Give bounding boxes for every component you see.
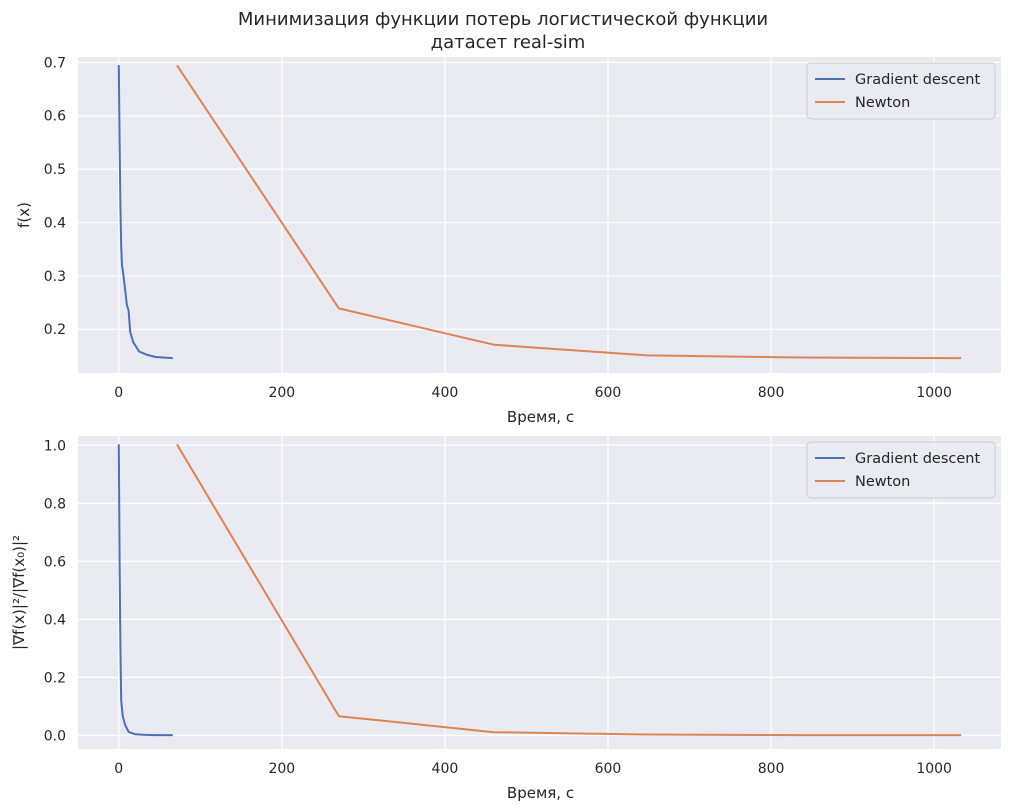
grad-norm-plot: 0 200 400 600 800 1000 0.0 0.2 0.4 0.6 0.8 1.0 Время… — [10, 436, 1001, 802]
y-tick-label: 0.7 — [44, 55, 66, 71]
x-tick-label: 800 — [758, 385, 785, 401]
series-line-newton — [176, 443, 962, 737]
x-tick-label: 600 — [595, 385, 622, 401]
y-axis-label: |∇f(x)|²/|∇f(x₀)|² — [10, 535, 28, 650]
x-tick-label: 600 — [595, 761, 622, 777]
series-line-gradient-descent — [117, 65, 173, 360]
x-tick-label: 200 — [268, 761, 295, 777]
legend-label: Newton — [855, 95, 910, 111]
figure-title-line1: Минимизация функции потерь логистической… — [238, 9, 768, 30]
y-tick-label: 1.0 — [44, 438, 66, 454]
y-tick-label: 0.6 — [44, 109, 66, 125]
y-tick-label: 0.3 — [44, 269, 66, 285]
y-tick-label: 0.5 — [44, 162, 66, 178]
legend: Gradient descent Newton — [806, 441, 996, 499]
x-tick-label: 800 — [758, 761, 785, 777]
y-tick-label: 0.2 — [44, 322, 66, 338]
x-axis-label: Время, с — [507, 784, 574, 802]
legend-label: Newton — [855, 474, 910, 490]
x-tick-label: 1000 — [916, 385, 952, 401]
legend-label: Gradient descent — [855, 451, 980, 467]
y-tick-label: 0.2 — [44, 670, 66, 686]
y-tick-label: 0.6 — [44, 554, 66, 570]
y-tick-label: 0.4 — [44, 215, 66, 231]
x-tick-label: 0 — [114, 761, 123, 777]
x-tick-label: 400 — [432, 761, 459, 777]
legend-label: Gradient descent — [855, 72, 980, 88]
legend: Gradient descent Newton — [806, 62, 996, 120]
y-tick-label: 0.0 — [44, 728, 66, 744]
y-tick-label: 0.4 — [44, 612, 66, 628]
loss-plot: 0 200 400 600 800 1000 0.2 0.3 0.4 0.5 0.6 0.7 Время… — [15, 55, 1001, 426]
x-tick-label: 200 — [268, 385, 295, 401]
x-axis-label: Время, с — [507, 408, 574, 426]
x-tick-label: 1000 — [916, 761, 952, 777]
x-tick-label: 0 — [114, 385, 123, 401]
legend-box — [806, 62, 996, 120]
series-line-gradient-descent — [117, 444, 173, 737]
y-axis-label: f(x) — [15, 202, 33, 228]
y-tick-label: 0.8 — [44, 496, 66, 512]
x-tick-label: 400 — [432, 385, 459, 401]
series-line-newton — [176, 64, 962, 360]
figure-title-line2: датасет real-sim — [431, 32, 586, 53]
legend-box — [806, 441, 996, 499]
